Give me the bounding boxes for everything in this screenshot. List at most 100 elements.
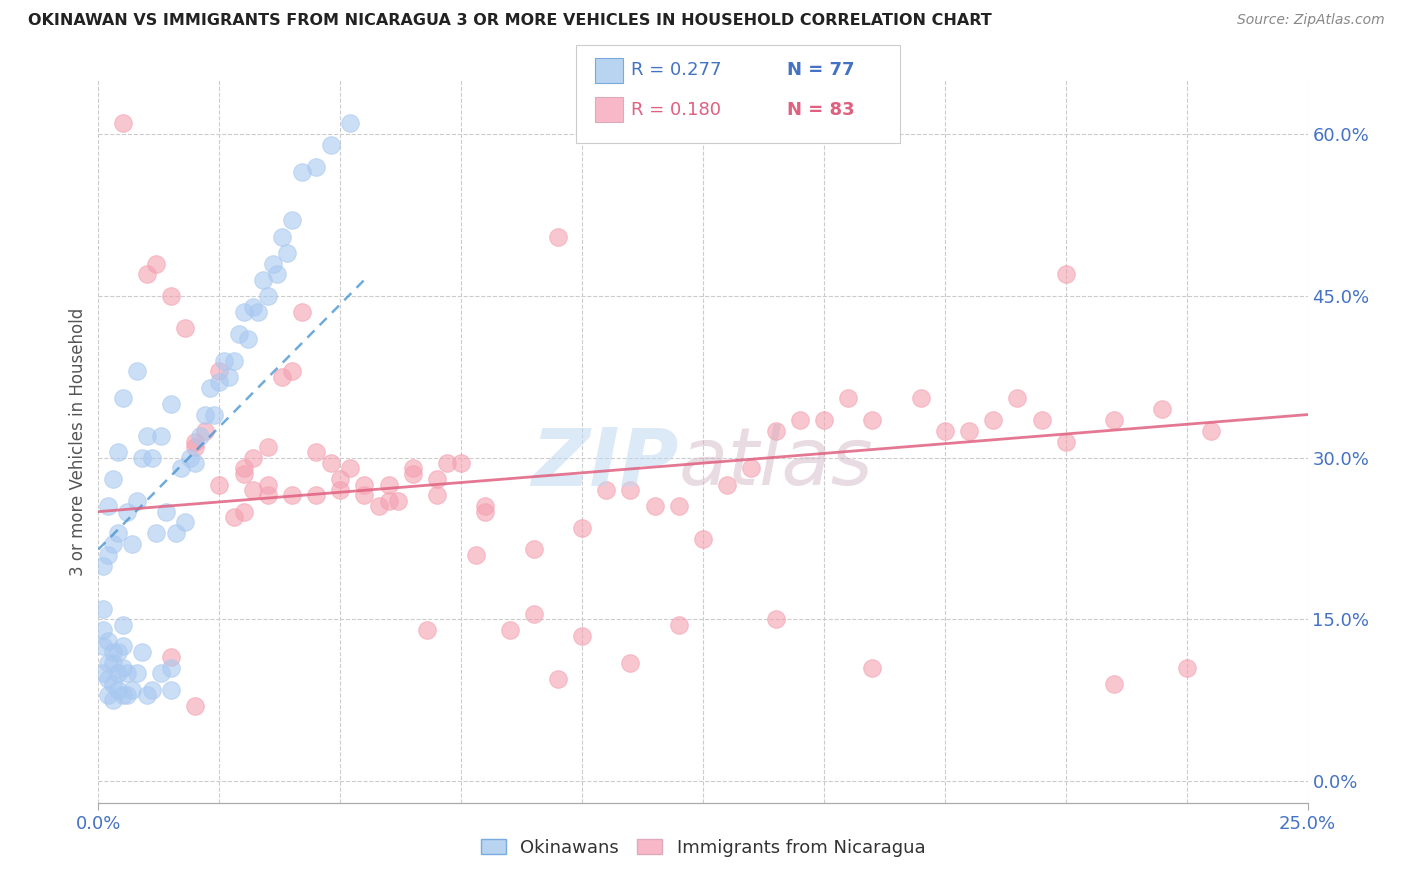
- Point: [101, 677, 124, 691]
- Point: [97, 656, 120, 670]
- Point: [668, 500, 690, 514]
- Point: [111, 392, 134, 406]
- Point: [353, 477, 375, 491]
- Point: [232, 305, 254, 319]
- Point: [668, 618, 690, 632]
- Point: [107, 666, 129, 681]
- Point: [571, 629, 593, 643]
- Point: [329, 483, 352, 497]
- Point: [281, 213, 304, 227]
- Point: [256, 440, 278, 454]
- Point: [281, 364, 304, 378]
- Point: [91, 640, 114, 654]
- Point: [184, 434, 207, 449]
- Point: [101, 645, 124, 659]
- Point: [155, 505, 177, 519]
- Point: [1175, 661, 1198, 675]
- Point: [160, 682, 183, 697]
- Point: [1199, 424, 1222, 438]
- Point: [194, 408, 217, 422]
- Point: [547, 672, 569, 686]
- Point: [305, 445, 328, 459]
- Point: [169, 461, 191, 475]
- Text: N = 83: N = 83: [787, 101, 855, 119]
- Point: [547, 229, 569, 244]
- Point: [319, 456, 342, 470]
- Point: [141, 682, 163, 697]
- Point: [619, 656, 641, 670]
- Point: [339, 461, 361, 475]
- Point: [1054, 434, 1077, 449]
- Point: [716, 477, 738, 491]
- Point: [740, 461, 762, 475]
- Point: [174, 516, 197, 530]
- Point: [981, 413, 1004, 427]
- Point: [595, 483, 617, 497]
- Point: [194, 424, 217, 438]
- Point: [91, 666, 114, 681]
- Text: R = 0.277: R = 0.277: [631, 62, 721, 79]
- Point: [242, 450, 264, 465]
- Point: [353, 488, 375, 502]
- Text: atlas: atlas: [679, 425, 873, 502]
- Point: [111, 661, 134, 675]
- Point: [97, 688, 120, 702]
- Point: [145, 257, 167, 271]
- Point: [464, 548, 486, 562]
- Point: [107, 526, 129, 541]
- Point: [1007, 392, 1029, 406]
- Point: [97, 672, 120, 686]
- Point: [377, 477, 399, 491]
- Point: [474, 505, 496, 519]
- Point: [276, 245, 298, 260]
- Point: [127, 666, 149, 681]
- Point: [1031, 413, 1053, 427]
- Point: [91, 558, 114, 573]
- Point: [368, 500, 391, 514]
- Point: [426, 488, 449, 502]
- Point: [222, 510, 245, 524]
- Point: [150, 429, 173, 443]
- Point: [290, 165, 312, 179]
- Point: [117, 688, 139, 702]
- Point: [934, 424, 956, 438]
- Point: [238, 332, 260, 346]
- Point: [198, 381, 221, 395]
- Point: [111, 618, 134, 632]
- Point: [208, 364, 231, 378]
- Point: [256, 488, 278, 502]
- Point: [101, 472, 124, 486]
- Point: [107, 682, 129, 697]
- Point: [256, 477, 278, 491]
- Point: [127, 493, 149, 508]
- Text: OKINAWAN VS IMMIGRANTS FROM NICARAGUA 3 OR MORE VEHICLES IN HOUSEHOLD CORRELATIO: OKINAWAN VS IMMIGRANTS FROM NICARAGUA 3 …: [28, 13, 991, 29]
- Point: [1102, 413, 1125, 427]
- Point: [377, 493, 399, 508]
- Legend: Okinawans, Immigrants from Nicaragua: Okinawans, Immigrants from Nicaragua: [471, 830, 935, 866]
- Point: [305, 160, 328, 174]
- Point: [179, 450, 201, 465]
- Text: ZIP: ZIP: [531, 425, 679, 502]
- Point: [262, 257, 284, 271]
- Point: [184, 440, 207, 454]
- Point: [319, 138, 342, 153]
- Point: [765, 424, 787, 438]
- Point: [305, 488, 328, 502]
- Point: [111, 116, 134, 130]
- Point: [91, 601, 114, 615]
- Point: [692, 532, 714, 546]
- Point: [97, 634, 120, 648]
- Point: [101, 693, 124, 707]
- Point: [910, 392, 932, 406]
- Point: [208, 376, 231, 390]
- Point: [160, 650, 183, 665]
- Point: [222, 353, 245, 368]
- Point: [91, 624, 114, 638]
- Point: [232, 461, 254, 475]
- Point: [571, 521, 593, 535]
- Point: [101, 656, 124, 670]
- Text: N = 77: N = 77: [787, 62, 855, 79]
- Point: [135, 429, 157, 443]
- Point: [266, 268, 288, 282]
- Point: [242, 483, 264, 497]
